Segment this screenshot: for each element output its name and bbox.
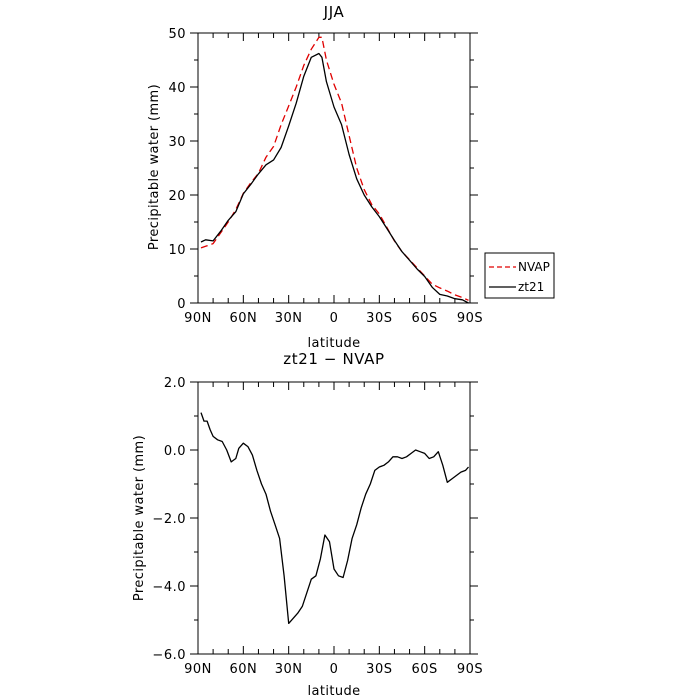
top-panel-y-axis-title: Precipitable water (mm) [147,84,162,250]
legend: NVAP zt21 [484,252,555,299]
top-panel-x-axis-title: latitude [307,336,360,351]
top-panel-x-tick-label: 30N [275,311,303,326]
bottom-panel-x-tick-label: 90S [457,662,483,677]
bottom-panel-x-tick-label: 60S [412,662,438,677]
top-panel-x-tick-label: 90N [184,311,212,326]
bottom-panel-x-tick-label: 90N [184,662,212,677]
bottom-panel-plot-frame [197,381,471,655]
bottom-panel-x-tick-label: 60N [229,662,257,677]
top-panel-y-tick-label: 30 [168,135,186,150]
top-panel-y-tick-label: 0 [177,297,186,312]
bottom-panel: zt21 − NVAP Precipitable water (mm) lati… [132,350,483,699]
legend-label-zt21: zt21 [518,280,544,294]
legend-label-nvap: NVAP [518,260,550,274]
legend-box [484,252,555,299]
top-panel-x-tick-label: 0 [330,311,339,326]
top-panel-y-tick-label: 10 [168,243,186,258]
bottom-panel-y-tick-label: 2.0 [164,376,186,391]
bottom-panel-y-tick-label: −4.0 [152,580,186,595]
bottom-panel-x-axis-title: latitude [307,684,360,699]
bottom-panel-series-difference-line [200,412,469,625]
bottom-panel-x-tick-label: 30N [275,662,303,677]
top-panel-y-tick-label: 40 [168,81,186,96]
top-panel-y-tick-label: 50 [168,27,186,42]
top-panel-x-tick-label: 30S [366,311,392,326]
bottom-panel-title: zt21 − NVAP [283,350,384,368]
bottom-panel-y-tick-label: −6.0 [152,648,186,663]
top-panel-series-nvap-line [200,36,469,301]
top-panel-title: JJA [323,3,345,21]
bottom-panel-y-tick-label: 0.0 [164,444,186,459]
top-panel-x-tick-label: 60N [229,311,257,326]
bottom-panel-y-axis-title: Precipitable water (mm) [132,435,147,601]
bottom-panel-x-tick-label: 30S [366,662,392,677]
top-panel-series-zt21-line [200,52,469,304]
top-panel-plot-frame [197,32,471,304]
top-panel-x-tick-label: 60S [412,311,438,326]
bottom-panel-x-tick-label: 0 [330,662,339,677]
top-panel-x-tick-label: 90S [457,311,483,326]
top-panel: JJA Precipitable water (mm) latitude 90N… [147,3,555,351]
top-panel-y-tick-label: 20 [168,189,186,204]
bottom-panel-y-tick-label: −2.0 [152,512,186,527]
